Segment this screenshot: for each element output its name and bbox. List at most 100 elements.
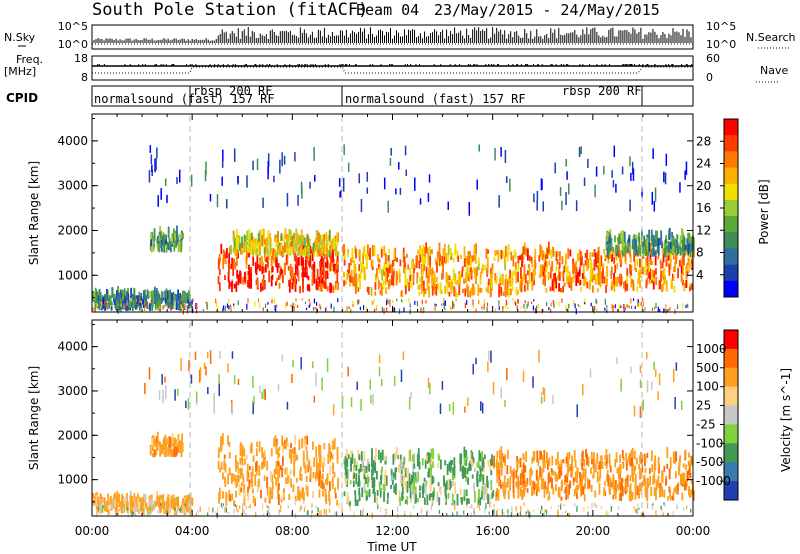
- velocity-echo: [292, 469, 295, 476]
- power-echo: [366, 261, 368, 270]
- velocity-echo-low: [236, 505, 238, 511]
- velocity-echo-low: [640, 512, 642, 518]
- power-echo: [324, 243, 327, 252]
- power-echo-sparse: [559, 187, 562, 196]
- power-echo-low: [102, 299, 105, 304]
- power-echo-sparse: [387, 200, 389, 213]
- power-echo: [691, 250, 693, 257]
- power-echo-low: [422, 308, 424, 314]
- power-echo: [360, 266, 363, 273]
- velocity-echo-low: [456, 511, 458, 516]
- power-echo: [686, 238, 689, 244]
- power-echo: [152, 235, 155, 245]
- power-echo: [250, 232, 253, 241]
- power-echo: [432, 278, 435, 289]
- power-echo-low: [205, 301, 207, 304]
- power-echo: [403, 264, 406, 274]
- power-echo-sparse: [536, 190, 539, 200]
- velocity-echo: [397, 454, 399, 459]
- power-echo: [689, 286, 691, 292]
- velocity-echo: [133, 492, 136, 504]
- power-echo-low: [579, 304, 581, 308]
- power-echo: [662, 280, 665, 286]
- velocity-echo-low: [515, 505, 517, 512]
- y-tick-label: 1000: [57, 473, 88, 487]
- velocity-echo: [561, 479, 564, 488]
- velocity-echo: [616, 468, 619, 474]
- power-echo-sparse: [154, 158, 156, 173]
- power-echo: [226, 248, 228, 259]
- velocity-echo: [227, 473, 229, 485]
- velocity-echo: [352, 480, 355, 488]
- velocity-echo: [293, 460, 296, 469]
- velocity-echo: [409, 498, 412, 504]
- power-echo: [235, 254, 238, 267]
- colorbar-segment: [724, 481, 738, 501]
- power-echo: [358, 264, 361, 272]
- velocity-echo: [304, 464, 307, 474]
- power-echo: [98, 302, 101, 310]
- power-echo-low: [228, 305, 230, 310]
- velocity-echo: [464, 467, 467, 478]
- velocity-echo: [167, 437, 170, 444]
- power-echo: [125, 305, 128, 312]
- power-echo: [387, 261, 390, 268]
- power-echo: [324, 270, 327, 280]
- velocity-echo: [244, 490, 246, 499]
- velocity-echo-low: [473, 507, 475, 511]
- power-echo-sparse: [151, 169, 153, 177]
- velocity-echo-low: [379, 506, 382, 513]
- power-echo: [620, 231, 623, 242]
- velocity-echo: [495, 491, 498, 497]
- power-echo: [153, 233, 156, 242]
- power-echo: [170, 294, 173, 302]
- power-echo: [487, 249, 489, 254]
- power-echo: [260, 282, 262, 292]
- velocity-echo: [153, 449, 156, 458]
- power-echo-sparse: [566, 171, 568, 180]
- power-echo-low: [180, 304, 182, 309]
- velocity-echo: [573, 489, 576, 497]
- power-echo: [138, 296, 141, 307]
- power-echo-sparse: [166, 194, 168, 204]
- time-axis-label: Time UT: [366, 540, 417, 554]
- velocity-echo: [556, 451, 559, 464]
- velocity-echo-low: [97, 507, 100, 511]
- power-echo-low: [214, 298, 217, 304]
- velocity-echo: [587, 461, 590, 467]
- power-echo: [386, 271, 389, 282]
- power-echo-low: [186, 308, 189, 314]
- colorbar-segment: [724, 151, 738, 169]
- power-echo-sparse: [541, 178, 543, 191]
- power-echo-low: [202, 309, 204, 312]
- velocity-echo: [584, 482, 586, 489]
- velocity-echo: [365, 465, 368, 473]
- velocity-echo: [546, 459, 549, 470]
- power-echo: [605, 284, 607, 293]
- power-echo: [266, 256, 268, 263]
- velocity-echo-low: [634, 508, 636, 513]
- power-echo: [169, 247, 172, 253]
- power-echo: [468, 255, 471, 266]
- power-echo: [661, 243, 664, 255]
- velocity-echo: [184, 499, 187, 507]
- power-echo-sparse: [366, 172, 369, 182]
- power-echo: [258, 265, 261, 272]
- velocity-echo-low: [605, 511, 607, 515]
- power-echo: [167, 303, 170, 309]
- power-echo: [539, 264, 542, 276]
- velocity-echo-sparse: [481, 402, 484, 414]
- power-echo: [330, 255, 332, 267]
- velocity-echo: [398, 465, 400, 473]
- power-echo: [150, 246, 153, 253]
- velocity-echo: [395, 467, 398, 472]
- power-echo: [336, 271, 339, 284]
- velocity-echo: [512, 480, 515, 493]
- velocity-echo: [542, 455, 544, 462]
- power-echo: [108, 297, 111, 309]
- power-echo: [272, 251, 274, 258]
- velocity-echo-low: [304, 505, 306, 508]
- velocity-echo: [689, 491, 692, 498]
- power-echo: [176, 225, 178, 238]
- velocity-echo: [287, 475, 289, 484]
